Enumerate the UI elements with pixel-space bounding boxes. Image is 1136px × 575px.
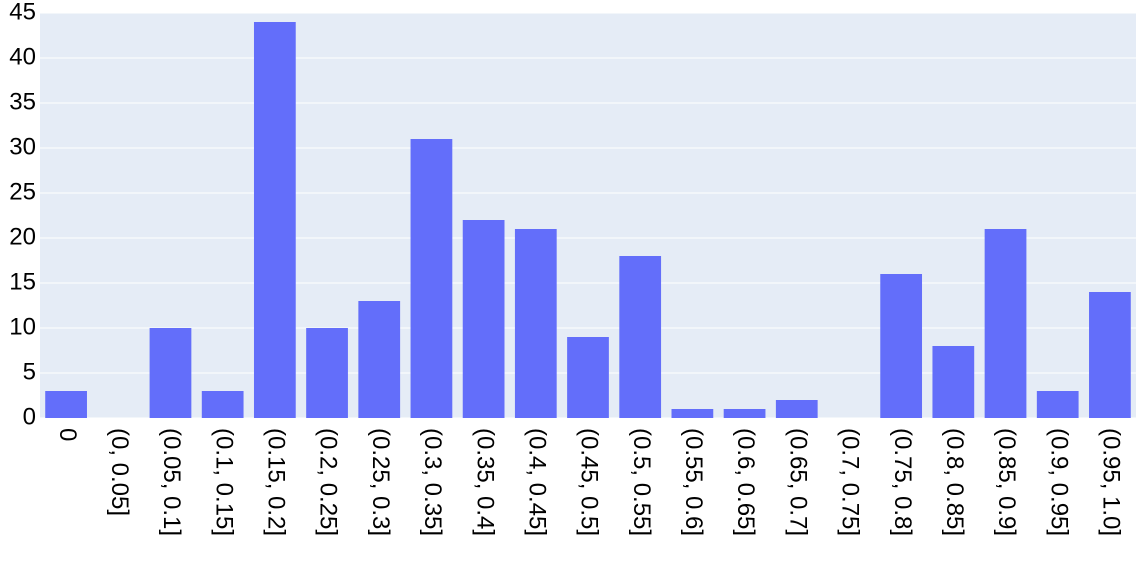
y-tick-label: 20 bbox=[9, 223, 36, 250]
bar bbox=[462, 220, 505, 418]
bar bbox=[201, 391, 244, 418]
bar bbox=[619, 256, 662, 418]
y-tick-label: 30 bbox=[9, 133, 36, 160]
x-tick-label: (0.8, 0.85] bbox=[941, 428, 968, 536]
y-tick-label: 45 bbox=[9, 0, 36, 25]
bar bbox=[723, 409, 766, 418]
x-tick-label: (0.25, 0.3] bbox=[367, 428, 394, 536]
bar bbox=[880, 274, 923, 418]
x-tick-label: (0.6, 0.65] bbox=[732, 428, 759, 536]
y-tick-label: 40 bbox=[9, 43, 36, 70]
x-tick-label: (0.65, 0.7] bbox=[784, 428, 811, 536]
x-tick-label: (0.15, 0.2] bbox=[263, 428, 290, 536]
x-tick-label: (0.55, 0.6] bbox=[680, 428, 707, 536]
x-tick-label: (0.3, 0.35] bbox=[419, 428, 446, 536]
x-tick-label: 0 bbox=[54, 428, 81, 441]
bar bbox=[358, 301, 401, 418]
x-tick-label: (0.9, 0.95] bbox=[1045, 428, 1072, 536]
bar bbox=[567, 337, 609, 418]
y-tick-label: 5 bbox=[23, 358, 36, 385]
x-tick-label: (0.85, 0.9] bbox=[993, 428, 1020, 536]
bar bbox=[45, 391, 87, 418]
bar bbox=[775, 400, 818, 418]
y-tick-label: 15 bbox=[9, 268, 36, 295]
x-tick-label: (0.05, 0.1] bbox=[158, 428, 185, 536]
x-tick-label: (0.4, 0.45] bbox=[523, 428, 550, 536]
bar bbox=[671, 409, 714, 418]
bar bbox=[1036, 391, 1079, 418]
bar bbox=[514, 229, 557, 418]
bar bbox=[984, 229, 1027, 418]
x-tick-label: (0.7, 0.75] bbox=[837, 428, 864, 536]
x-tick-label: (0.2, 0.25] bbox=[315, 428, 342, 536]
y-tick-label: 0 bbox=[23, 403, 36, 430]
x-tick-label: (0.95, 1.0] bbox=[1098, 428, 1125, 536]
bar bbox=[410, 139, 453, 418]
y-tick-label: 10 bbox=[9, 313, 36, 340]
bar bbox=[932, 346, 975, 418]
x-tick-label: (0.75, 0.8] bbox=[889, 428, 916, 536]
bar bbox=[253, 22, 296, 418]
y-tick-label: 25 bbox=[9, 178, 36, 205]
bar bbox=[149, 328, 192, 418]
bar bbox=[1089, 292, 1131, 418]
x-tick-label: (0.1, 0.15] bbox=[210, 428, 237, 536]
x-tick-label: (0.35, 0.4] bbox=[471, 428, 498, 536]
x-tick-label: (0, 0.05] bbox=[106, 428, 133, 516]
x-tick-label: (0.45, 0.5] bbox=[576, 428, 603, 536]
bar bbox=[306, 328, 348, 418]
y-tick-label: 35 bbox=[9, 88, 36, 115]
x-tick-label: (0.5, 0.55] bbox=[628, 428, 655, 536]
